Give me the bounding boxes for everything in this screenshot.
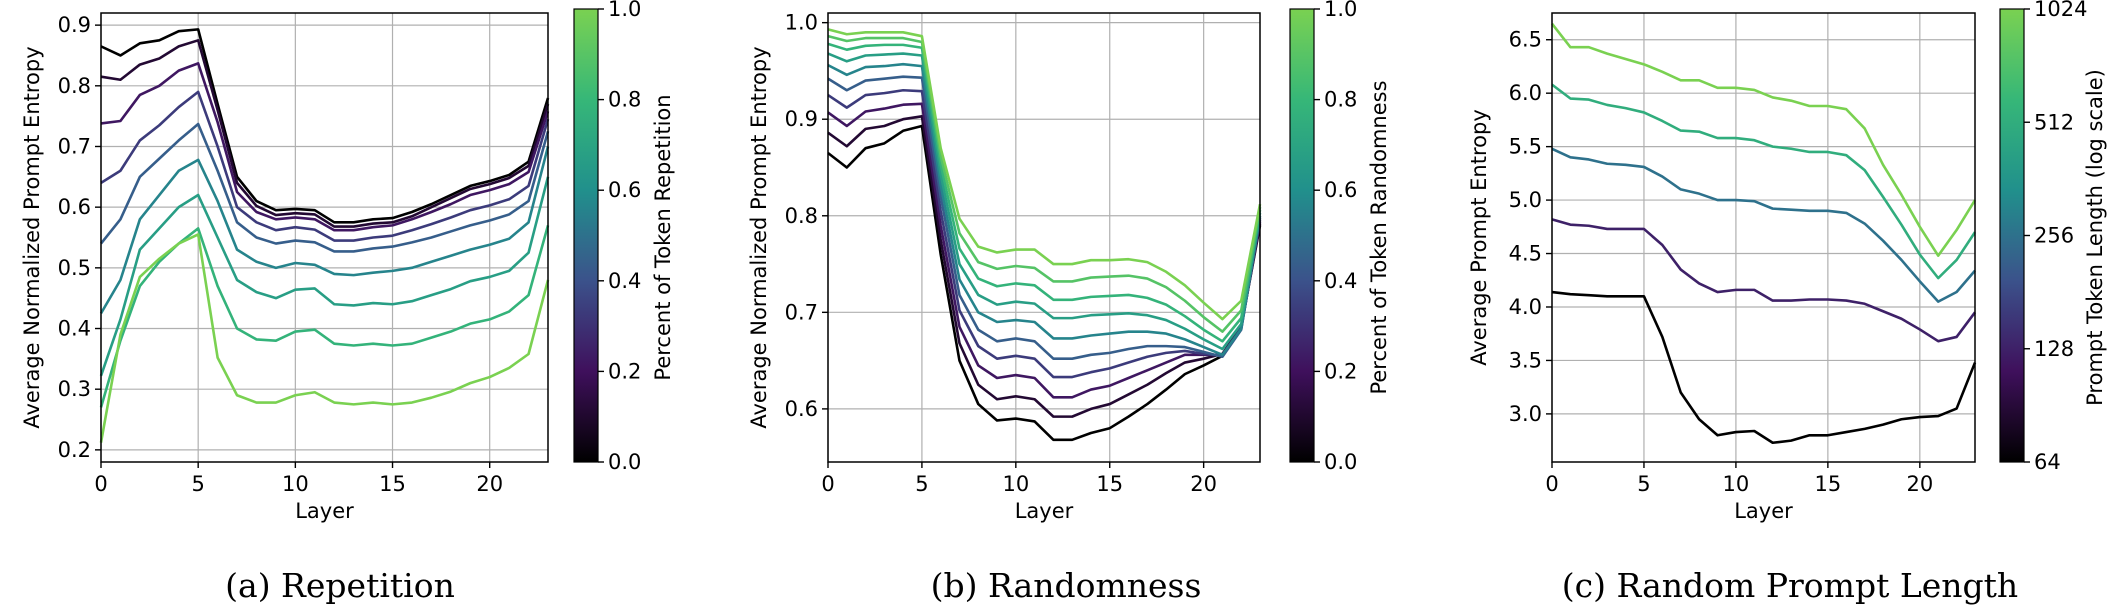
y-tick-label: 0.6 — [785, 397, 818, 421]
series-line-1 — [1551, 290, 1977, 445]
y-tick-label: 3.0 — [1509, 402, 1542, 426]
y-tick-label: 0.8 — [785, 204, 818, 228]
colorbar-tick-label: 0.8 — [1324, 88, 1357, 112]
chart-panel-2: 0 5 10 15 20 0.6 0.7 0.8 0.9 1.0 Layer Average Norm… — [747, 0, 1391, 605]
subfigure-caption: (c) Random Prompt Length — [1562, 566, 2018, 605]
colorbar — [573, 8, 599, 463]
series-line-9 — [99, 233, 550, 443]
y-tick-label: 0.9 — [785, 107, 818, 131]
series-line-2 — [1551, 218, 1977, 343]
colorbar-label: Percent of Token Randomness — [1367, 80, 1391, 394]
x-tick-label: 20 — [476, 472, 503, 496]
colorbar-tick-label: 1.0 — [1324, 0, 1357, 21]
colorbar — [1999, 8, 2025, 463]
y-tick-label: 4.0 — [1509, 295, 1542, 319]
series-line-10 — [827, 28, 1262, 321]
series-line-8 — [827, 42, 1262, 343]
colorbar-tick-label: 0.2 — [1324, 359, 1357, 383]
x-tick-label: 15 — [1815, 472, 1842, 496]
y-tick-label: 0.5 — [58, 256, 91, 280]
series-line-4 — [1551, 83, 1977, 280]
colorbar-tick-label: 0.2 — [608, 359, 641, 383]
y-tick-label: 5.0 — [1509, 188, 1542, 212]
x-tick-label: 15 — [379, 472, 406, 496]
series-line-4 — [100, 90, 550, 242]
chart-panel-3: 0 5 10 15 20 3.0 3.5 4.0 4.5 5.0 5.5 6.0 6.5 Layer Ave… — [1467, 0, 2107, 605]
y-tick-label: 1.0 — [785, 11, 818, 35]
x-tick-label: 5 — [915, 472, 928, 496]
series-line-7 — [827, 52, 1262, 351]
colorbar-tick-label: 0.4 — [608, 269, 641, 293]
colorbar-tick-label: 512 — [2034, 110, 2074, 134]
subfigure-caption: (a) Repetition — [225, 566, 455, 605]
colorbar-tick-label: 1.0 — [608, 0, 641, 21]
series-line-6 — [827, 62, 1262, 357]
series-line-4 — [827, 88, 1262, 379]
colorbar-tick-label: 0.6 — [608, 178, 641, 202]
colorbar-tick-label: 1024 — [2034, 0, 2087, 21]
series-line-2 — [100, 39, 550, 228]
x-axis-label: Layer — [1734, 499, 1793, 523]
x-tick-label: 0 — [1545, 472, 1558, 496]
x-axis-label: Layer — [1015, 499, 1074, 523]
colorbar-tick-label: 0.0 — [1324, 450, 1357, 474]
series-line-5 — [99, 122, 550, 253]
colorbar-tick-label: 64 — [2034, 450, 2061, 474]
series-line-6 — [99, 146, 550, 314]
y-axis-label: Average Normalized Prompt Entropy — [747, 46, 771, 428]
plot-frame — [827, 12, 1261, 463]
y-axis-label: Average Normalized Prompt Entropy — [20, 46, 44, 428]
x-tick-label: 0 — [821, 472, 834, 496]
series-line-3 — [1551, 147, 1976, 303]
colorbar-label: Prompt Token Length (log scale) — [2083, 69, 2107, 406]
colorbar-tick-label: 0.4 — [1324, 269, 1357, 293]
x-tick-label: 10 — [282, 472, 309, 496]
y-tick-label: 6.0 — [1509, 81, 1542, 105]
plot-frame — [100, 12, 549, 463]
colorbar-label: Percent of Token Repetition — [651, 94, 675, 380]
x-tick-label: 5 — [191, 472, 204, 496]
x-tick-label: 15 — [1096, 472, 1123, 496]
series-line-1 — [100, 28, 550, 224]
y-tick-label: 4.5 — [1509, 242, 1542, 266]
x-tick-label: 10 — [1723, 472, 1750, 496]
colorbar-tick-label: 0.8 — [608, 88, 641, 112]
y-tick-label: 0.7 — [785, 300, 818, 324]
y-tick-label: 0.7 — [58, 134, 91, 158]
colorbar — [1289, 8, 1315, 463]
chart-panel-1: 0 5 10 15 20 0.2 0.3 0.4 0.5 0.6 0.7 0.8 0.9 Layer Ave… — [20, 0, 675, 605]
subfigure-caption: (b) Randomness — [931, 566, 1202, 605]
series-line-3 — [100, 62, 550, 232]
colorbar-tick-label: 0.6 — [1324, 178, 1357, 202]
y-tick-label: 5.5 — [1509, 135, 1542, 159]
y-axis-label: Average Prompt Entropy — [1467, 109, 1491, 366]
x-axis-label: Layer — [295, 499, 354, 523]
colorbar-tick-label: 256 — [2034, 224, 2074, 248]
series-line-1 — [827, 124, 1262, 442]
series-line-3 — [827, 102, 1262, 399]
y-tick-label: 0.4 — [58, 317, 91, 341]
series-line-5 — [827, 75, 1262, 360]
y-tick-label: 0.3 — [58, 377, 91, 401]
plot-frame — [1551, 12, 1976, 463]
y-tick-label: 0.6 — [58, 195, 91, 219]
y-tick-label: 0.8 — [58, 74, 91, 98]
y-tick-label: 0.9 — [58, 13, 91, 37]
series-line-2 — [827, 115, 1262, 418]
y-tick-label: 3.5 — [1509, 348, 1542, 372]
x-tick-label: 10 — [1002, 472, 1029, 496]
x-tick-label: 0 — [94, 472, 107, 496]
series-line-7 — [99, 176, 550, 377]
colorbar-tick-label: 0.0 — [608, 450, 641, 474]
x-tick-label: 5 — [1637, 472, 1650, 496]
series-line-5 — [1550, 22, 1977, 257]
x-tick-label: 20 — [1906, 472, 1933, 496]
colorbar-tick-label: 128 — [2034, 337, 2074, 361]
x-tick-label: 20 — [1190, 472, 1217, 496]
y-tick-label: 0.2 — [58, 438, 91, 462]
series-line-9 — [827, 34, 1262, 333]
y-tick-label: 6.5 — [1509, 28, 1542, 52]
